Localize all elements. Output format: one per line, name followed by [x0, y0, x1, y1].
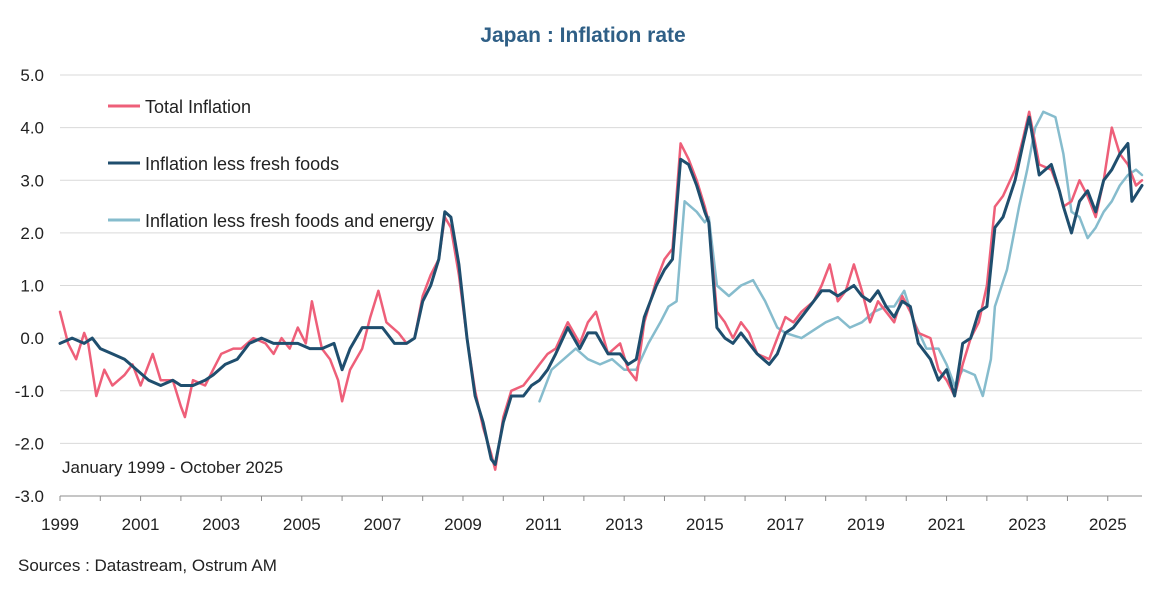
period-note: January 1999 - October 2025: [62, 458, 283, 477]
x-tick-label-2023: 2023: [1008, 515, 1046, 534]
y-tick-label-8: -3.0: [15, 487, 44, 506]
x-tick-label-2007: 2007: [363, 515, 401, 534]
legend-label-inflation-less-fresh-foods-and-energy: Inflation less fresh foods and energy: [145, 211, 434, 231]
series-lines: [58, 110, 1144, 471]
x-tick-label-2009: 2009: [444, 515, 482, 534]
grid-lines: [60, 74, 1142, 497]
y-tick-label-6: -1.0: [15, 382, 44, 401]
y-tick-label-5: 0.0: [20, 329, 44, 348]
y-tick-label-3: 2.0: [20, 224, 44, 243]
x-tick-label-2001: 2001: [122, 515, 160, 534]
y-tick-label-4: 1.0: [20, 277, 44, 296]
x-tick-label-2003: 2003: [202, 515, 240, 534]
x-tick-label-2013: 2013: [605, 515, 643, 534]
y-tick-label-7: -2.0: [15, 434, 44, 453]
y-tick-label-2: 3.0: [20, 171, 44, 190]
x-tick-label-1999: 1999: [41, 515, 79, 534]
x-tick-label-2005: 2005: [283, 515, 321, 534]
x-tick-label-2021: 2021: [928, 515, 966, 534]
legend-label-total-inflation: Total Inflation: [145, 97, 251, 117]
legend: Total Inflation Inflation less fresh foo…: [108, 97, 434, 231]
legend-label-inflation-less-fresh-foods: Inflation less fresh foods: [145, 154, 339, 174]
series-line-inflation-less-fresh-foods-and-energy: [538, 110, 1144, 403]
chart-title: Japan : Inflation rate: [480, 24, 685, 47]
y-tick-label-0: 5.0: [20, 66, 44, 85]
x-tick-label-2017: 2017: [766, 515, 804, 534]
x-axis: 1999 2001 2003 2005 2007 2009 2011 2013 2015 2017…: [41, 495, 1142, 534]
x-tick-label-2019: 2019: [847, 515, 885, 534]
x-tick-label-2011: 2011: [525, 515, 562, 534]
x-tick-label-2015: 2015: [686, 515, 724, 534]
source-note: Sources : Datastream, Ostrum AM: [18, 556, 277, 575]
series-line-inflation-less-fresh-foods: [58, 115, 1144, 466]
y-axis-tick-labels: 5.0 4.0 3.0 2.0 1.0 0.0 -1.0 -2.0 -3.0: [15, 66, 44, 506]
x-tick-label-2025: 2025: [1089, 515, 1127, 534]
y-tick-label-1: 4.0: [20, 119, 44, 138]
